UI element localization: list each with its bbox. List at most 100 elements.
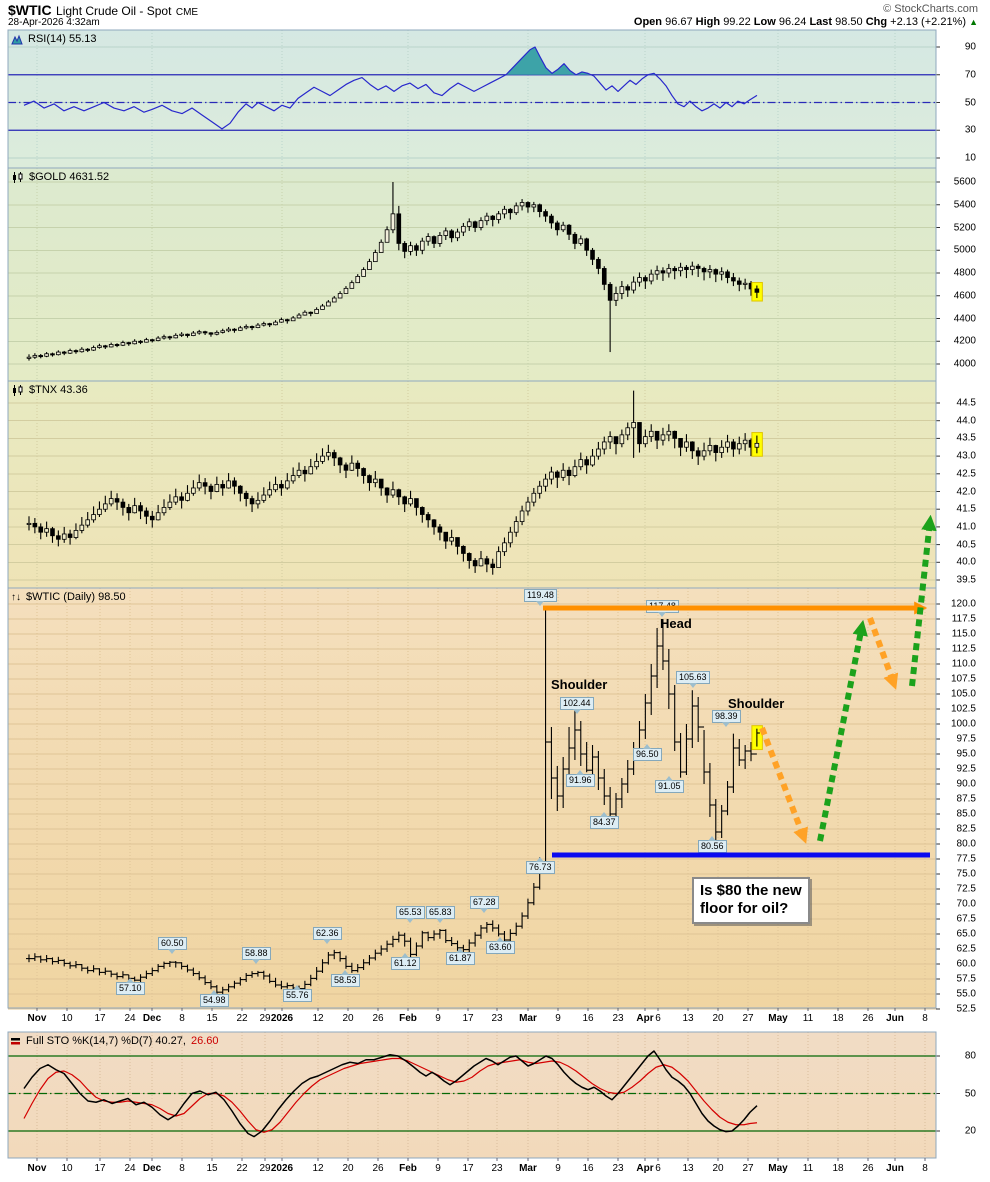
y-axis-label: 4400 — [953, 313, 976, 324]
x-axis-label: Feb — [399, 1013, 417, 1024]
sto-series — [23, 1050, 758, 1138]
chart-title: $WTIC Light Crude Oil - Spot CME — [8, 2, 198, 20]
low-label: Low — [753, 16, 776, 28]
legend-text: $WTIC (Daily) 98.50 — [26, 591, 126, 603]
legend-text: 26.60 — [190, 1035, 219, 1047]
x-axis-label: 9 — [435, 1163, 441, 1174]
note-line: floor for oil? — [700, 900, 789, 918]
y-axis-label: 5000 — [953, 244, 976, 256]
y-axis-label: 42.0 — [956, 486, 976, 497]
y-axis-label: 4000 — [953, 358, 976, 370]
change-value: +2.13 (+2.21%) — [890, 16, 967, 28]
y-axis-label: 5400 — [953, 199, 976, 211]
x-axis-label: 22 — [236, 1163, 248, 1174]
x-axis-label: 17 — [462, 1013, 474, 1024]
legend-tnx: $TNX 43.36 — [11, 384, 88, 396]
y-axis-label: 100.0 — [950, 718, 976, 730]
y-axis-label: 75.0 — [956, 868, 976, 880]
y-axis-label: 10 — [964, 152, 976, 164]
trend-arrow — [759, 726, 808, 844]
price-callout: 119.48 — [524, 589, 557, 606]
price-callout: 84.37 — [590, 812, 619, 829]
y-axis-label: 80.0 — [956, 838, 976, 850]
x-axis-label: 9 — [555, 1013, 561, 1024]
y-axis-label: 120.0 — [950, 598, 976, 610]
price-callout: 60.50 — [158, 937, 187, 954]
instrument-name: Light Crude Oil - Spot — [56, 4, 172, 18]
x-axis-label: 17 — [94, 1013, 106, 1024]
low-value: 96.24 — [778, 16, 807, 28]
x-axis-label: 8 — [179, 1013, 185, 1024]
y-axis-label: 102.5 — [950, 703, 976, 715]
y-axis-label: 44.5 — [956, 397, 976, 409]
price-callout: 76.73 — [526, 857, 555, 874]
y-axis-label: 107.5 — [950, 673, 976, 685]
x-axis-label: 6 — [655, 1163, 661, 1174]
y-axis-label: 50 — [964, 1088, 976, 1099]
rsi-series — [23, 46, 758, 130]
x-axis-label: 22 — [236, 1013, 248, 1024]
y-axis-label: 40.0 — [956, 556, 976, 568]
candles-icon — [11, 171, 24, 183]
price-callout: 63.60 — [486, 937, 515, 954]
x-axis-label: 9 — [555, 1163, 561, 1174]
y-axis-label: 20 — [964, 1125, 976, 1137]
y-axis-label: 62.5 — [956, 943, 976, 955]
trend-arrow — [867, 616, 899, 690]
pattern-label: Shoulder — [728, 696, 785, 711]
open-value: 96.67 — [665, 16, 693, 28]
price-callout: 54.98 — [200, 990, 229, 1007]
x-axis-label: 12 — [312, 1163, 324, 1174]
y-axis-label: 70.0 — [956, 898, 976, 910]
x-axis-label: 2026 — [270, 1013, 294, 1024]
x-axis-label: 8 — [922, 1013, 928, 1024]
x-axis-label: 27 — [742, 1163, 754, 1174]
y-axis-label: 41.0 — [956, 521, 976, 533]
candles-icon — [11, 384, 24, 396]
trend-arrow — [817, 619, 868, 842]
x-axis-label: 16 — [582, 1013, 594, 1024]
price-callout: 61.12 — [391, 953, 420, 970]
x-axis-label: 10 — [61, 1163, 73, 1174]
price-callout: 102.44 — [560, 697, 594, 714]
x-axis-label: 18 — [832, 1163, 844, 1174]
legend-wtic: ↑↓ $WTIC (Daily) 98.50 — [11, 591, 126, 603]
trend-arrow — [909, 514, 937, 687]
price-callout: 55.76 — [283, 985, 312, 1002]
high-value: 99.22 — [723, 16, 751, 28]
y-axis-label: 112.5 — [951, 643, 976, 655]
y-axis-label: 40.5 — [956, 539, 976, 551]
y-axis-label: 67.5 — [956, 913, 976, 925]
x-axis-label: 16 — [582, 1163, 594, 1174]
price-callout: 98.39 — [712, 710, 741, 727]
x-axis-label: Jun — [886, 1013, 904, 1024]
price-callout: 91.05 — [655, 776, 684, 793]
price-callout: 91.96 — [566, 770, 595, 787]
x-axis-label: 20 — [342, 1013, 354, 1024]
x-axis-label: Mar — [519, 1163, 537, 1174]
y-axis-label: 50 — [964, 97, 976, 108]
ticker-symbol: $WTIC — [8, 2, 52, 18]
x-axis-label: 2026 — [270, 1163, 294, 1174]
y-axis-label: 110.0 — [951, 658, 976, 670]
price-callout: 65.83 — [426, 906, 455, 923]
panel-gold — [8, 168, 936, 381]
x-axis-label: 9 — [435, 1013, 441, 1024]
y-axis-label: 105.0 — [950, 688, 976, 700]
x-axis-label: 10 — [61, 1013, 73, 1024]
price-callout: 80.56 — [698, 836, 727, 853]
y-axis-label: 87.5 — [956, 793, 976, 805]
x-axis-label: 24 — [124, 1163, 136, 1174]
x-axis-label: 26 — [372, 1013, 384, 1024]
y-axis-label: 52.5 — [956, 1003, 976, 1015]
pattern-label: Shoulder — [551, 677, 608, 692]
x-axis-label: Dec — [142, 1013, 162, 1024]
x-axis-label: 17 — [94, 1163, 106, 1174]
x-axis-label: 18 — [832, 1013, 844, 1024]
y-axis-label: 70 — [964, 69, 976, 81]
price-callout: 67.28 — [470, 896, 499, 913]
y-axis-label: 42.5 — [956, 468, 976, 480]
